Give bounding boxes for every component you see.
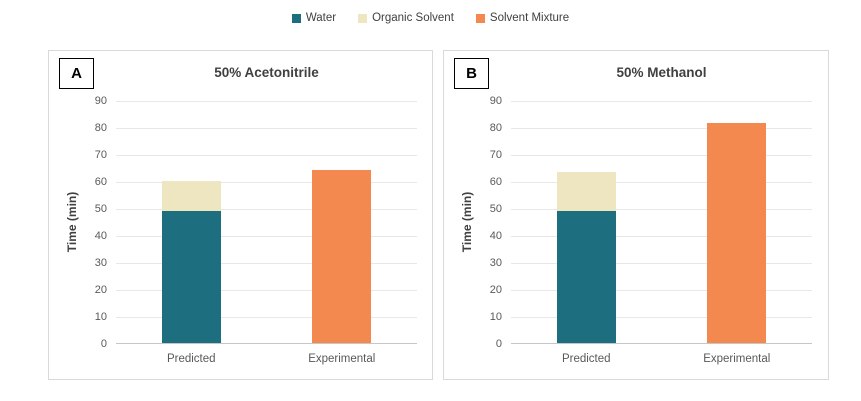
y-tick-label: 0	[495, 338, 502, 350]
y-tick-label: 60	[94, 176, 107, 188]
bar-organic-solvent-predicted	[161, 181, 221, 211]
bar-water-predicted	[556, 210, 616, 343]
x-category-label: Predicted	[166, 353, 216, 365]
gridline	[116, 236, 417, 237]
gridline	[511, 155, 812, 156]
y-tick-label: 30	[94, 257, 107, 269]
bar-solvent-mixture-experimental	[707, 122, 767, 343]
chart-legend: Water Organic Solvent Solvent Mixture	[0, 12, 861, 24]
y-tick-label: 70	[94, 149, 107, 161]
chart-title: 50% Acetonitrile	[214, 65, 319, 80]
bar-water-predicted	[161, 210, 221, 343]
gridline	[511, 236, 812, 237]
y-tick-label: 80	[489, 122, 502, 134]
y-tick-label: 90	[94, 95, 107, 107]
gridline	[116, 155, 417, 156]
bar-organic-solvent-predicted	[556, 171, 616, 211]
x-axis-labels: Predicted Experimental	[511, 353, 812, 369]
x-category-label: Experimental	[308, 353, 376, 365]
organic-solvent-swatch-icon	[358, 13, 368, 23]
legend-item-water: Water	[291, 12, 337, 24]
y-tick-label: 30	[489, 257, 502, 269]
panel-label-badge: A	[59, 58, 94, 89]
gridline	[511, 209, 812, 210]
legend-item-organic-solvent: Organic Solvent	[358, 12, 454, 24]
gridline	[116, 182, 417, 183]
gridline	[116, 317, 417, 318]
bar-solvent-mixture-experimental	[312, 170, 372, 343]
gridline	[116, 101, 417, 102]
y-tick-label: 0	[100, 338, 107, 350]
gridline	[511, 290, 812, 291]
y-tick-label: 40	[94, 230, 107, 242]
chart-panel-methanol: B 50% Methanol Time (min) 0 10 20 30 40 50 60 7…	[443, 50, 829, 380]
chart-panel-acetonitrile: A 50% Acetonitrile Time (min) 0 10 20 30 40 5…	[48, 50, 433, 380]
gridline	[511, 182, 812, 183]
y-tick-label: 50	[489, 203, 502, 215]
x-category-label: Predicted	[561, 353, 611, 365]
legend-label: Organic Solvent	[372, 12, 454, 24]
solvent-mixture-swatch-icon	[475, 13, 485, 23]
y-tick-label: 10	[489, 311, 502, 323]
gridline	[511, 263, 812, 264]
gridline	[116, 128, 417, 129]
y-tick-label: 70	[489, 149, 502, 161]
legend-label: Solvent Mixture	[489, 12, 570, 24]
gridline	[116, 209, 417, 210]
x-category-label: Experimental	[703, 353, 771, 365]
gridline	[511, 128, 812, 129]
x-axis-labels: Predicted Experimental	[116, 353, 417, 369]
y-axis-tick-labels: 0 10 20 30 40 50 60 70 80 90	[444, 95, 502, 350]
chart-title: 50% Methanol	[616, 65, 707, 80]
y-tick-label: 20	[94, 284, 107, 296]
y-tick-label: 40	[489, 230, 502, 242]
y-axis-tick-labels: 0 10 20 30 40 50 60 70 80 90	[49, 95, 107, 350]
gridline	[116, 290, 417, 291]
plot-area	[511, 101, 812, 344]
y-tick-label: 60	[489, 176, 502, 188]
gridline	[116, 263, 417, 264]
panel-label-badge: B	[454, 58, 489, 89]
legend-item-solvent-mixture: Solvent Mixture	[475, 12, 570, 24]
water-swatch-icon	[291, 13, 301, 23]
gridline	[511, 101, 812, 102]
y-tick-label: 10	[94, 311, 107, 323]
plot-area	[116, 101, 417, 344]
y-tick-label: 90	[489, 95, 502, 107]
legend-label: Water	[305, 12, 337, 24]
y-tick-label: 50	[94, 203, 107, 215]
y-tick-label: 80	[94, 122, 107, 134]
gridline	[511, 317, 812, 318]
y-tick-label: 20	[489, 284, 502, 296]
